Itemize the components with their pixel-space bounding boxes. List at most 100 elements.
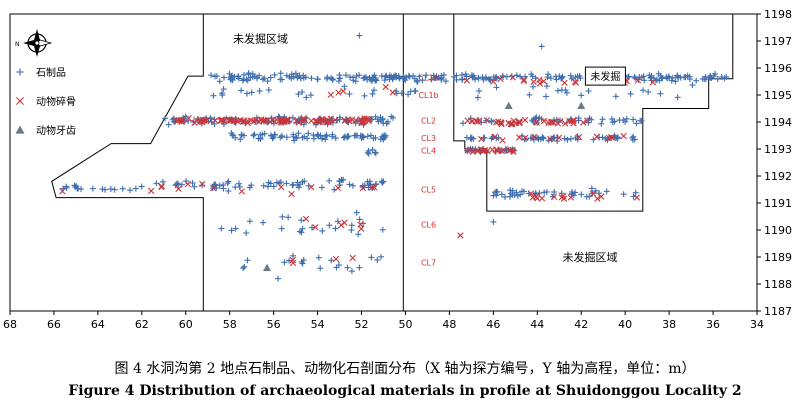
- bone-fragment-point: [318, 115, 325, 123]
- stone-artifact-point: [290, 181, 297, 188]
- stone-artifact-point: [453, 72, 460, 79]
- stone-artifact-point: [305, 130, 312, 137]
- stone-artifact-point: [191, 183, 198, 190]
- stone-artifact-point: [599, 134, 606, 141]
- stone-artifact-point: [277, 70, 284, 77]
- stone-artifact-point: [267, 74, 274, 81]
- stone-artifact-point: [332, 135, 339, 142]
- stone-artifact-point: [219, 92, 226, 99]
- stone-artifact-point: [264, 78, 271, 85]
- stone-artifact-point: [314, 76, 321, 83]
- bone-fragment-point: [491, 133, 499, 141]
- stone-artifact-point: [265, 86, 272, 93]
- stone-artifact-point: [378, 253, 385, 260]
- stone-artifact-point: [547, 75, 554, 82]
- stone-artifact-point: [278, 225, 285, 232]
- stone-artifact-point: [474, 94, 481, 101]
- stone-artifact-point: [351, 132, 358, 139]
- stone-artifact-point: [637, 117, 644, 124]
- stone-artifact-point: [361, 92, 368, 99]
- stone-artifact-point: [305, 182, 312, 189]
- bone-fragment-point: [359, 184, 367, 192]
- stone-artifact-point: [220, 181, 227, 188]
- bone-fragment-point: [219, 116, 226, 124]
- y-tick-label: 1192: [764, 170, 792, 183]
- stone-artifact-point: [430, 72, 437, 79]
- layer-label: CL5: [421, 186, 436, 195]
- stone-artifact-point: [468, 72, 475, 79]
- stone-artifact-point: [260, 182, 267, 189]
- x-tick-label: 68: [3, 318, 17, 331]
- stone-artifact-point: [292, 70, 299, 77]
- bone-fragment-point: [278, 183, 285, 191]
- stone-artifact-point: [344, 264, 351, 271]
- stone-artifact-point: [111, 186, 118, 193]
- excavation-boundaries: [51, 14, 734, 311]
- boundary-line: [453, 14, 734, 212]
- stone-artifact-point: [102, 186, 109, 193]
- x-tick-label: 66: [47, 318, 61, 331]
- stone-artifact-point: [398, 90, 405, 97]
- bone-fragment-point: [227, 116, 234, 124]
- stone-artifact-point: [428, 76, 435, 83]
- legend-label: 动物碎骨: [36, 95, 76, 108]
- bone-fragment-point: [522, 134, 529, 141]
- bone-fragment-point: [469, 118, 476, 125]
- bone-fragment-point: [567, 194, 575, 201]
- bone-fragment-point: [332, 255, 340, 263]
- bone-fragment-point: [147, 187, 155, 195]
- stone-artifact-point: [248, 89, 255, 96]
- stone-artifact-point: [629, 134, 636, 141]
- stone-artifact-point: [367, 132, 374, 139]
- stone-artifact-point: [232, 134, 239, 141]
- stone-artifact-point: [241, 263, 248, 270]
- stone-artifact-point: [684, 72, 691, 79]
- stone-artifact-point: [633, 120, 640, 127]
- stone-artifact-point: [563, 89, 570, 96]
- stone-artifact-point: [99, 186, 106, 193]
- stone-artifact-point: [275, 275, 282, 282]
- bone-fragment-point: [498, 119, 505, 127]
- bone-fragment-point: [562, 120, 569, 127]
- bone-fragment-point: [583, 117, 591, 124]
- bone-fragment-point: [361, 115, 368, 122]
- stone-artifact-point: [402, 74, 409, 81]
- stone-artifact-point: [609, 119, 616, 126]
- stone-artifact-point: [315, 132, 322, 139]
- stone-artifact-point: [240, 265, 247, 272]
- stone-artifact-point: [322, 136, 329, 143]
- stone-artifact-point: [640, 73, 647, 80]
- stone-artifact-point: [301, 178, 308, 185]
- x-tick-label: 50: [398, 318, 412, 331]
- stone-artifact-point: [360, 134, 367, 141]
- bone-fragment-point: [370, 184, 378, 191]
- stone-artifact-point: [288, 71, 295, 78]
- stone-artifact-point: [416, 73, 423, 80]
- plot-frame: [9, 13, 758, 312]
- stone-artifact-point: [246, 218, 253, 225]
- bone-fragment-point: [346, 117, 353, 125]
- stone-artifact-point: [162, 115, 169, 122]
- stone-artifact-point: [539, 134, 546, 141]
- bone-fragment-point: [313, 117, 321, 125]
- bone-fragment-point: [589, 190, 597, 197]
- stone-artifact-point: [277, 134, 284, 141]
- stone-artifact-point: [578, 92, 585, 99]
- legend-label: 动物牙齿: [36, 124, 76, 137]
- stone-artifact-point: [379, 226, 386, 233]
- bone-fragment-point: [509, 146, 516, 154]
- stone-artifact-point: [347, 73, 354, 80]
- x-axis: 68 66 64 62 60 58 56 54 52 50 48 46 44 42 40 38 36 34: [3, 311, 764, 331]
- stone-artifact-point: [216, 78, 223, 85]
- stone-artifact-point: [374, 116, 381, 123]
- x-tick-label: 48: [442, 318, 456, 331]
- stone-artifact-point: [356, 264, 363, 271]
- stone-artifact-point: [75, 185, 82, 192]
- stone-artifact-point: [568, 188, 575, 195]
- bone-fragment-point: [228, 117, 235, 124]
- stone-artifact-point: [265, 183, 272, 190]
- bone-fragment-point: [555, 134, 563, 142]
- stone-artifact-point: [640, 87, 647, 94]
